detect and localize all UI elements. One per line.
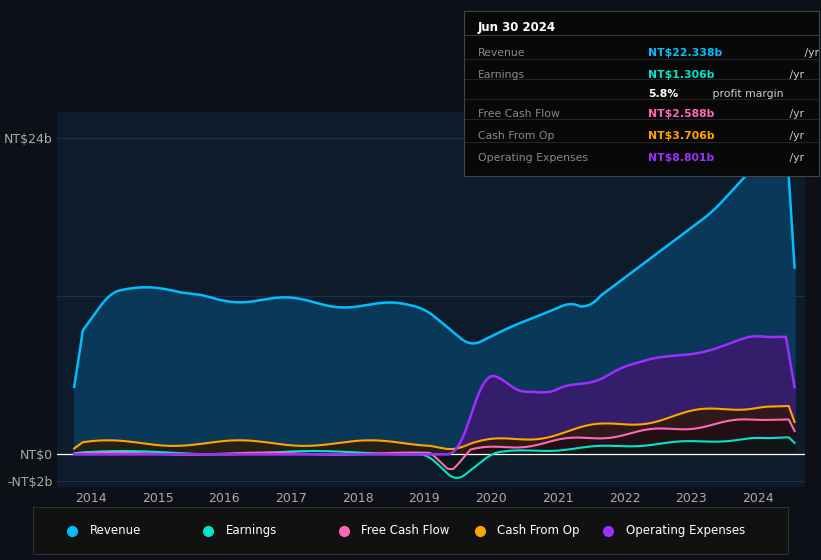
Text: Operating Expenses: Operating Expenses — [478, 153, 588, 164]
Text: Free Cash Flow: Free Cash Flow — [478, 110, 560, 119]
Text: NT$3.706b: NT$3.706b — [649, 131, 715, 141]
Text: Revenue: Revenue — [89, 524, 141, 537]
Text: NT$8.801b: NT$8.801b — [649, 153, 714, 164]
Text: Jun 30 2024: Jun 30 2024 — [478, 21, 556, 34]
Text: NT$1.306b: NT$1.306b — [649, 70, 715, 80]
Text: /yr: /yr — [786, 70, 804, 80]
Text: NT$2.588b: NT$2.588b — [649, 110, 714, 119]
Text: Revenue: Revenue — [478, 48, 525, 58]
Text: /yr: /yr — [786, 131, 804, 141]
Text: 5.8%: 5.8% — [649, 89, 678, 99]
Text: NT$22.338b: NT$22.338b — [649, 48, 722, 58]
Text: /yr: /yr — [786, 153, 804, 164]
Text: Free Cash Flow: Free Cash Flow — [361, 524, 450, 537]
Text: Earnings: Earnings — [478, 70, 525, 80]
Text: Operating Expenses: Operating Expenses — [626, 524, 745, 537]
Text: profit margin: profit margin — [709, 89, 784, 99]
Text: /yr: /yr — [800, 48, 819, 58]
Text: /yr: /yr — [786, 110, 804, 119]
Text: Earnings: Earnings — [226, 524, 277, 537]
Text: Cash From Op: Cash From Op — [478, 131, 554, 141]
Text: Cash From Op: Cash From Op — [498, 524, 580, 537]
